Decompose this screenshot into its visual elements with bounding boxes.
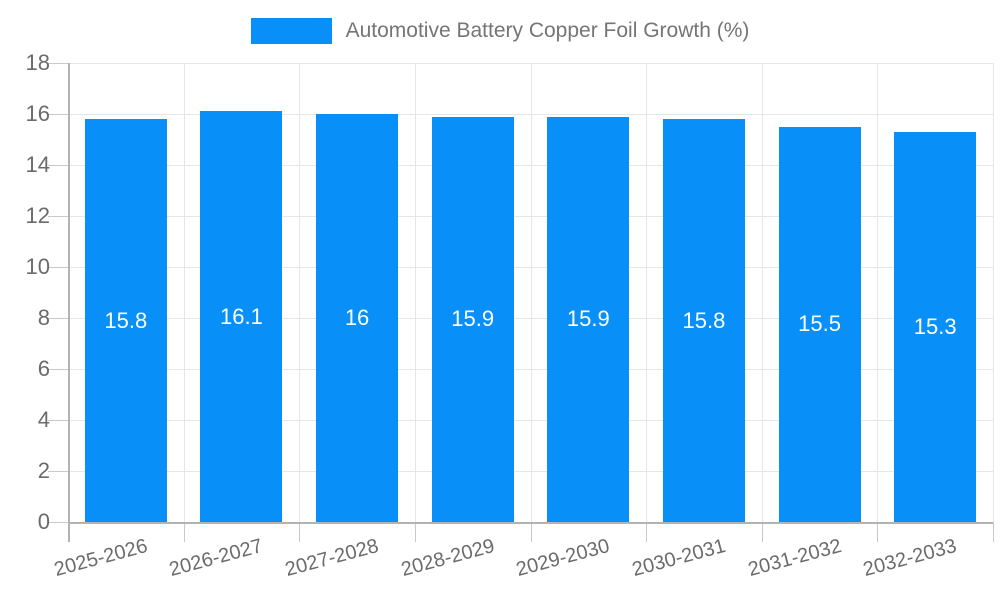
x-tick (877, 522, 879, 542)
bar-value-label: 15.3 (913, 313, 957, 339)
legend-label: Automotive Battery Copper Foil Growth (%… (345, 19, 750, 42)
x-tick (530, 522, 532, 542)
y-tick-label: 4 (37, 407, 50, 432)
x-axis-line (68, 522, 993, 524)
x-tick (299, 522, 301, 542)
y-tick (48, 165, 68, 166)
v-gridline (646, 63, 648, 522)
bar-2026-2027[interactable]: 16.1 (200, 111, 283, 522)
bar-value-label: 15.8 (682, 307, 726, 333)
v-gridline (530, 63, 532, 522)
y-tick (48, 471, 68, 472)
bar-value-label: 15.8 (104, 307, 148, 333)
y-tick (48, 420, 68, 421)
bar-2030-2031[interactable]: 15.8 (662, 119, 745, 522)
x-tick (993, 522, 994, 542)
x-tick (646, 522, 648, 542)
x-tick (761, 522, 763, 542)
v-gridline (761, 63, 763, 522)
y-tick-label: 6 (37, 356, 50, 381)
y-tick-label: 12 (25, 203, 50, 228)
legend-item[interactable]: Automotive Battery Copper Foil Growth (%… (0, 17, 1000, 45)
y-tick (48, 522, 68, 523)
x-tick (414, 522, 416, 542)
y-tick (48, 114, 68, 115)
y-tick (48, 267, 68, 268)
legend-swatch (250, 18, 332, 44)
y-tick-label: 10 (25, 254, 50, 279)
y-tick-label: 8 (37, 305, 50, 330)
v-gridline (299, 63, 301, 522)
y-axis-line (68, 63, 70, 542)
bar-value-label: 16.1 (220, 303, 263, 329)
bar-value-label: 15.9 (566, 306, 610, 332)
bar-2029-2030[interactable]: 15.9 (547, 116, 630, 522)
y-tick-label: 2 (37, 458, 50, 483)
v-gridline (877, 63, 879, 522)
v-gridline (414, 63, 416, 522)
bar-2025-2026[interactable]: 15.8 (84, 119, 167, 522)
bar-value-label: 15.5 (798, 311, 841, 337)
y-tick-label: 18 (25, 50, 50, 75)
y-tick (48, 63, 68, 64)
y-tick (48, 369, 68, 370)
y-tick-label: 14 (25, 152, 50, 177)
v-gridline (993, 63, 994, 522)
y-tick (48, 318, 68, 319)
y-tick-label: 16 (25, 101, 50, 126)
bar-2032-2033[interactable]: 15.3 (894, 131, 977, 522)
bar-2028-2029[interactable]: 15.9 (431, 116, 514, 522)
x-tick (183, 522, 185, 542)
bar-2027-2028[interactable]: 16 (316, 114, 399, 522)
y-tick (48, 216, 68, 217)
bar-value-label: 16 (344, 305, 370, 330)
plot-area: 15.8 16.1 16 15.9 15.9 15.8 15.5 15.3 0 2 4 6 8 10 12… (26, 50, 994, 581)
y-tick-label: 0 (37, 509, 50, 534)
bar-value-label: 15.9 (451, 306, 495, 332)
bar-2031-2032[interactable]: 15.5 (778, 126, 861, 522)
v-gridline (183, 63, 185, 522)
